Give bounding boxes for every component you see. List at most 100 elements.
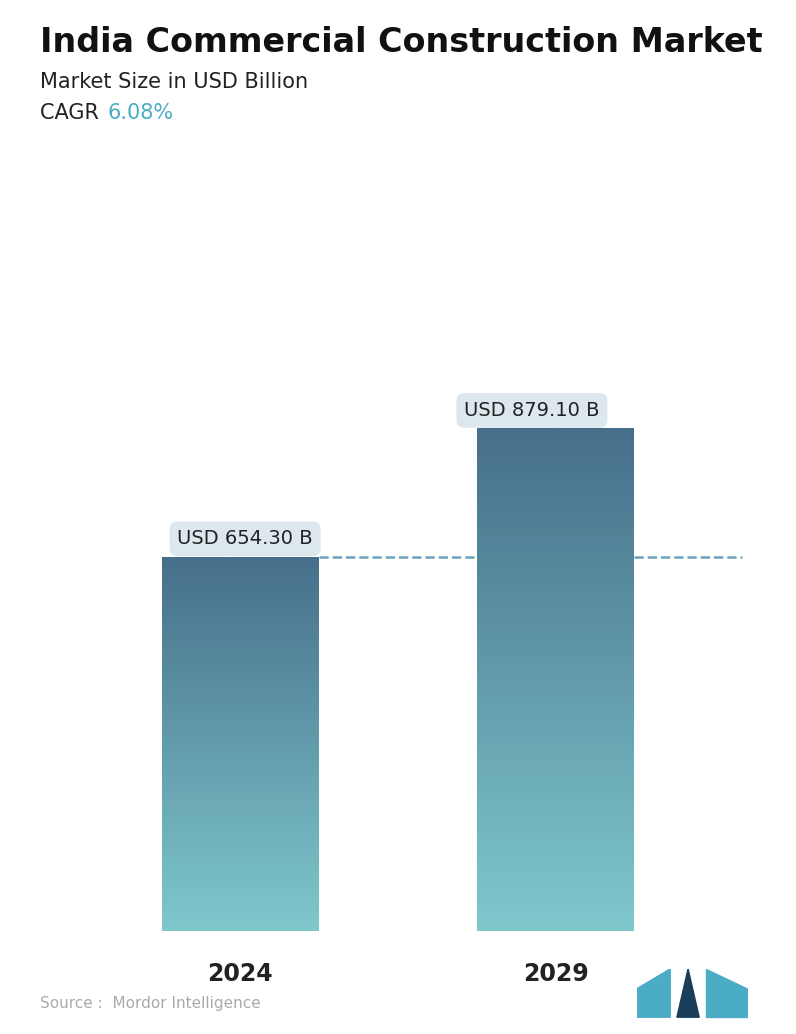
Bar — [162, 912, 319, 913]
Bar — [162, 819, 319, 820]
Bar — [162, 780, 319, 781]
Bar — [477, 481, 634, 482]
Bar — [162, 877, 319, 878]
Bar — [162, 853, 319, 855]
Bar — [162, 899, 319, 900]
Bar — [162, 629, 319, 631]
Bar — [477, 646, 634, 647]
Bar — [477, 530, 634, 533]
Bar — [477, 741, 634, 743]
Bar — [477, 455, 634, 457]
Bar — [477, 762, 634, 763]
Bar — [477, 506, 634, 507]
Bar — [477, 907, 634, 909]
Bar — [477, 865, 634, 866]
Bar — [477, 452, 634, 454]
Bar — [162, 631, 319, 632]
Bar — [477, 917, 634, 919]
Bar — [162, 901, 319, 902]
Bar — [477, 693, 634, 695]
Bar — [162, 692, 319, 693]
Bar — [162, 892, 319, 893]
Bar — [162, 804, 319, 807]
Bar — [162, 855, 319, 856]
Bar — [477, 704, 634, 706]
Bar — [477, 872, 634, 874]
Bar — [162, 871, 319, 872]
Bar — [477, 477, 634, 479]
Bar — [477, 598, 634, 600]
Bar — [477, 573, 634, 574]
Bar — [162, 910, 319, 911]
Bar — [477, 709, 634, 711]
Bar — [477, 845, 634, 847]
Bar — [162, 930, 319, 931]
Bar — [162, 683, 319, 686]
Bar — [162, 614, 319, 615]
Bar — [162, 831, 319, 832]
Bar — [162, 594, 319, 595]
Bar — [477, 798, 634, 800]
Bar — [477, 817, 634, 819]
Bar — [477, 696, 634, 698]
Bar — [162, 789, 319, 790]
Bar — [477, 810, 634, 812]
Bar — [477, 490, 634, 492]
Bar — [162, 856, 319, 857]
Bar — [477, 725, 634, 727]
Bar — [162, 686, 319, 687]
Bar — [477, 492, 634, 494]
Bar — [162, 703, 319, 704]
Bar — [162, 665, 319, 667]
Bar — [162, 882, 319, 883]
Text: India Commercial Construction Market: India Commercial Construction Market — [40, 26, 763, 59]
Bar — [477, 649, 634, 651]
Bar — [162, 787, 319, 789]
Bar — [162, 604, 319, 606]
Bar — [162, 600, 319, 601]
Bar — [477, 590, 634, 592]
Bar — [477, 914, 634, 915]
Bar — [477, 892, 634, 893]
Bar — [477, 760, 634, 762]
Bar — [477, 911, 634, 912]
Bar — [477, 919, 634, 920]
Bar — [477, 562, 634, 565]
Bar — [477, 929, 634, 931]
Bar — [162, 740, 319, 741]
Bar — [162, 732, 319, 734]
Bar — [477, 792, 634, 793]
Bar — [477, 884, 634, 885]
Bar — [477, 823, 634, 825]
Bar — [477, 831, 634, 833]
Bar — [162, 762, 319, 764]
Bar — [162, 716, 319, 717]
Bar — [162, 911, 319, 912]
Bar — [162, 729, 319, 730]
Bar — [477, 495, 634, 497]
Bar — [477, 885, 634, 887]
Bar — [162, 681, 319, 682]
Bar — [477, 430, 634, 432]
Bar — [477, 777, 634, 779]
Bar — [162, 626, 319, 627]
Bar — [162, 810, 319, 811]
Bar — [162, 748, 319, 749]
Bar — [162, 588, 319, 589]
Bar — [162, 659, 319, 661]
Bar — [162, 579, 319, 580]
Bar — [477, 830, 634, 831]
Bar — [162, 765, 319, 766]
Bar — [162, 694, 319, 695]
Bar — [162, 813, 319, 814]
Bar — [162, 577, 319, 578]
Bar — [162, 679, 319, 680]
Bar — [162, 895, 319, 896]
Bar — [477, 525, 634, 527]
Bar — [162, 658, 319, 659]
Bar — [162, 929, 319, 930]
Bar — [162, 706, 319, 707]
Bar — [477, 847, 634, 849]
Bar — [162, 754, 319, 755]
Bar — [162, 756, 319, 758]
